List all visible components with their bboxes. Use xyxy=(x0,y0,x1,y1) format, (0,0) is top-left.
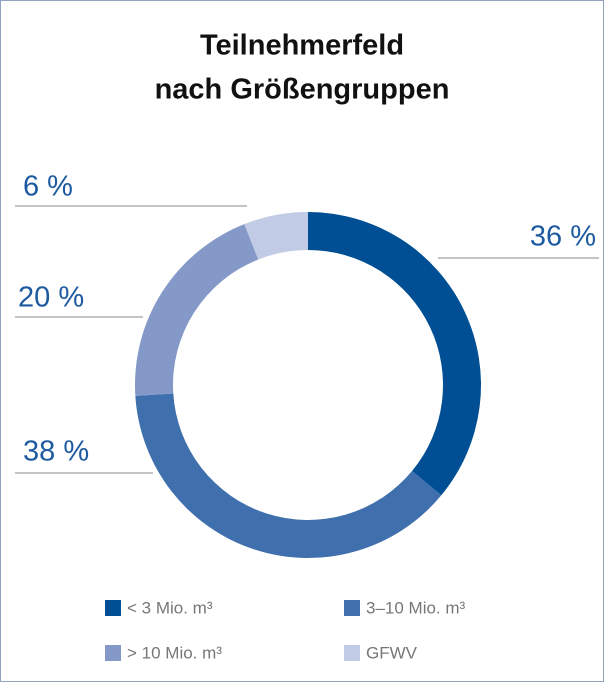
donut-slice xyxy=(135,393,442,558)
legend-swatch xyxy=(344,645,360,661)
legend-label: > 10 Mio. m³ xyxy=(127,643,222,662)
chart-title: Teilnehmerfeld xyxy=(200,30,404,62)
legend-label: < 3 Mio. m³ xyxy=(127,598,213,617)
data-label: 6 % xyxy=(23,171,73,203)
donut-slice xyxy=(308,212,481,496)
legend-swatch xyxy=(344,600,360,616)
donut-slice xyxy=(135,224,259,396)
donut-slice xyxy=(244,212,308,260)
legend-swatch xyxy=(105,645,121,661)
data-label: 20 % xyxy=(18,282,84,314)
data-label: 38 % xyxy=(23,436,89,468)
data-label: 36 % xyxy=(530,221,596,253)
legend-label: 3–10 Mio. m³ xyxy=(366,598,466,617)
chart-title: nach Größengruppen xyxy=(155,74,450,106)
legend-swatch xyxy=(105,600,121,616)
legend-label: GFWV xyxy=(366,643,418,662)
